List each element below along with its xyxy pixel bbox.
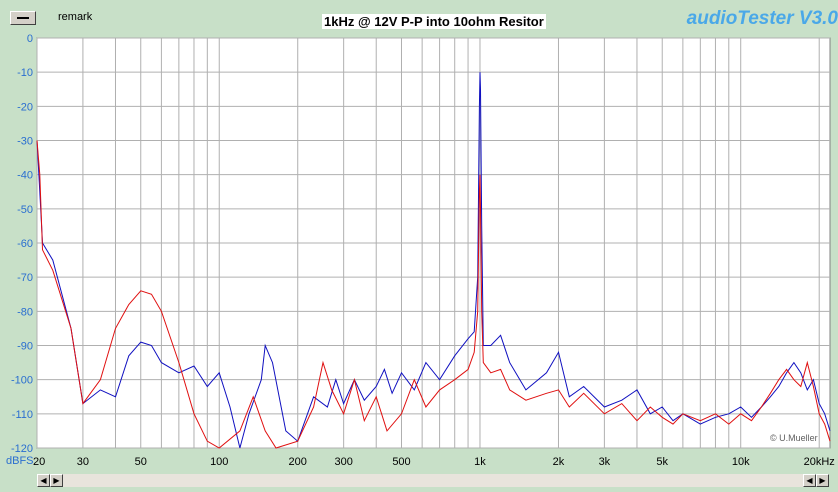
x-tick-label: 10k <box>732 456 750 468</box>
series-lines <box>36 72 831 449</box>
y-tick-label: 0 <box>27 33 33 45</box>
y-tick-label: -110 <box>12 409 33 421</box>
chart-title: 1kHz @ 12V P-P into 10ohm Resitor <box>322 14 546 29</box>
x-tick-label: 200 <box>289 456 307 468</box>
y-tick-label: -100 <box>11 375 33 387</box>
zoom-right-button[interactable]: ▶ <box>816 474 829 487</box>
x-tick-label: 5k <box>656 456 668 468</box>
y-tick-label: -70 <box>17 272 33 284</box>
y-tick-label: -60 <box>17 238 33 250</box>
x-tick-label: 100 <box>210 456 228 468</box>
scroll-left-button[interactable]: ◀ <box>37 474 50 487</box>
x-tick-label: 500 <box>392 456 410 468</box>
y-tick-label: -50 <box>17 204 33 216</box>
y-tick-label: -120 <box>11 443 33 455</box>
x-tick-label: 20 <box>33 456 45 468</box>
y-tick-labels: 0 -10 -20 -30 -40 -50 -60 -70 -80 -90 -100 -110 -120 <box>11 33 33 455</box>
x-tick-label: 2k <box>553 456 565 468</box>
brand-logo: audioTester V3.0 <box>686 8 838 29</box>
y-tick-label: -90 <box>17 341 33 353</box>
y-tick-label: -30 <box>17 136 33 148</box>
y-tick-label: -20 <box>17 101 33 113</box>
remark-label: remark <box>58 11 93 23</box>
x-tick-label: 3k <box>599 456 611 468</box>
x-tick-label: 300 <box>334 456 352 468</box>
credit-label: © U.Mueller <box>770 433 818 443</box>
series-line-1 <box>36 72 831 449</box>
y-tick-label: -10 <box>17 67 33 79</box>
x-tick-label: 30 <box>77 456 89 468</box>
top-minus-button[interactable] <box>10 11 36 25</box>
grid <box>36 37 830 449</box>
scroll-right-button[interactable]: ▶ <box>50 474 63 487</box>
y-tick-label: -40 <box>17 170 33 182</box>
x-tick-label: 20kHz <box>804 456 835 468</box>
y-tick-label: -80 <box>17 306 33 318</box>
y-unit-label: dBFS <box>6 455 34 467</box>
x-tick-label: 1k <box>474 456 486 468</box>
x-tick-labels: 20 30 50 100 200 300 500 1k 2k 3k 5k 10k 20kHz <box>33 456 835 468</box>
zoom-left-button[interactable]: ◀ <box>803 474 816 487</box>
series-line-2 <box>36 140 831 449</box>
x-tick-label: 50 <box>135 456 147 468</box>
scroll-track[interactable] <box>63 474 803 487</box>
